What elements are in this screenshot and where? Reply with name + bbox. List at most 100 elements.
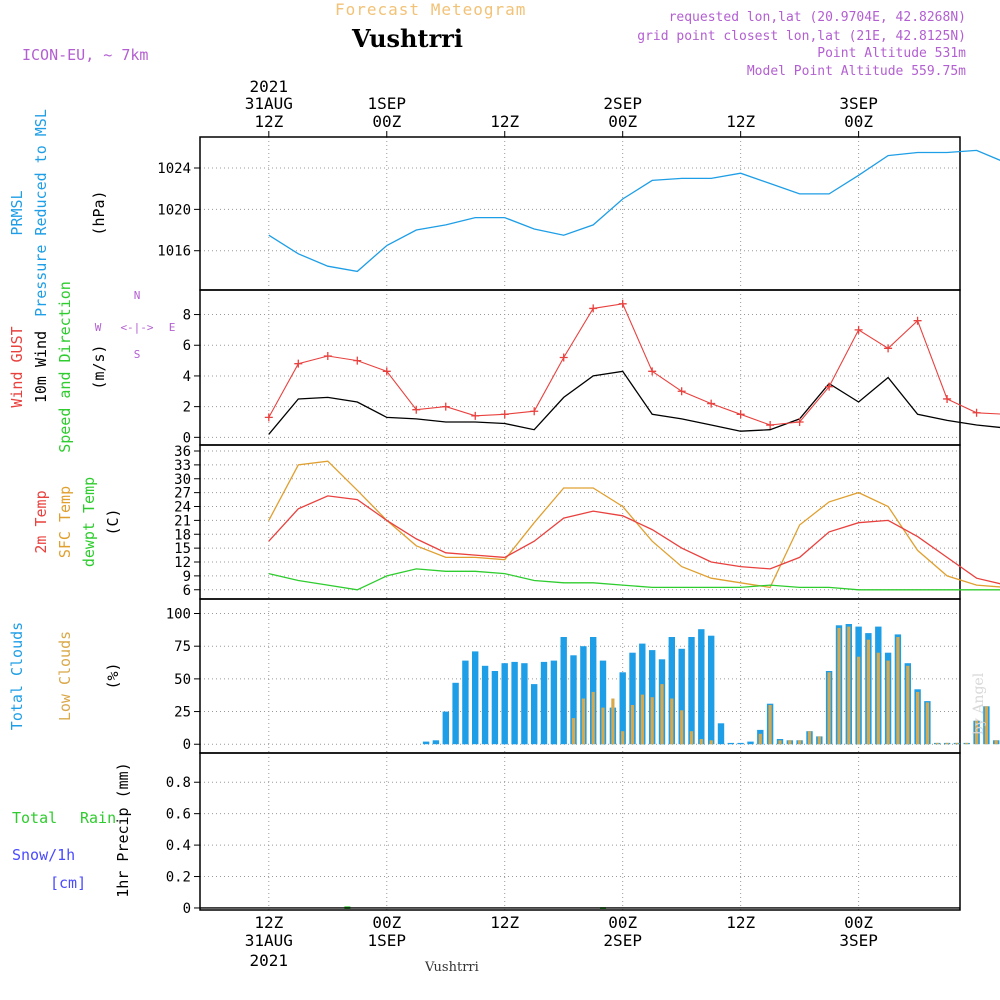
compass-south: S [134, 348, 141, 361]
pressure-label-long: Pressure Reduced to MSL [32, 109, 50, 317]
y-tick-label: 21 [174, 513, 191, 529]
low-cloud-bar [906, 665, 910, 745]
rain-label: Rain [80, 809, 116, 827]
total-cloud-bar [727, 742, 734, 745]
gust-marker [884, 344, 893, 353]
gust-marker [795, 417, 804, 426]
y-tick-label: 0.6 [166, 807, 191, 823]
y-tick-label: 0.2 [166, 870, 191, 886]
low-cloud-bar [689, 731, 694, 745]
y-tick-label: 0 [183, 430, 191, 446]
y-tick-label: 8 [183, 308, 191, 324]
low-cloud-bar [670, 698, 674, 745]
total-cloud-bar [491, 671, 499, 745]
total-clouds-label: Total Clouds [8, 622, 26, 730]
top-hour-label: 00Z [844, 112, 873, 131]
requested-coords: requested lon,lat (20.9704E, 42.8268N) [668, 10, 966, 25]
total-cloud-bar [708, 635, 715, 745]
bottom-hour-label: 12Z [490, 913, 519, 932]
total-cloud-bar [747, 741, 754, 745]
total-cloud-bar [472, 651, 479, 745]
t2m-line [268, 495, 1000, 585]
wind-label: 10m Wind [32, 331, 50, 403]
temp-unit-label: (C) [104, 508, 122, 535]
y-tick-label: 50 [174, 672, 191, 688]
bottom-hour-label: 00Z [608, 913, 637, 932]
y-tick-label: 18 [174, 527, 191, 543]
low-cloud-bar [984, 706, 988, 745]
bottom-date-label: 3SEP [839, 931, 878, 950]
y-tick-label: 25 [174, 705, 191, 721]
total-cloud-bar [481, 665, 489, 745]
y-tick-label: 6 [183, 338, 191, 354]
location-title: Vushtrri [352, 24, 463, 53]
low-cloud-bar [778, 740, 782, 745]
top-hour-label: 12Z [254, 112, 283, 131]
y-tick-label: 30 [174, 472, 191, 488]
total-cloud-bar [501, 663, 508, 745]
sfc-temp-line [268, 460, 1000, 589]
gust-marker [412, 405, 421, 414]
y-tick-label: 2 [183, 400, 191, 416]
low-cloud-bar [611, 698, 615, 745]
wind-speed-line [268, 370, 1000, 435]
panel-frame [199, 136, 961, 291]
y-tick-label: 15 [174, 541, 191, 557]
precip-unit-label: 1hr Precip (mm) [114, 762, 132, 897]
snow-unit-label: [cm] [50, 874, 86, 892]
low-cloud-bar [965, 742, 969, 745]
gust-marker [294, 359, 303, 368]
total-cloud-bar [717, 723, 725, 745]
bottom-hour-label: 00Z [844, 913, 873, 932]
low-cloud-bar [788, 740, 792, 745]
y-tick-label: 0 [183, 737, 191, 753]
gust-marker [677, 387, 686, 396]
top-date-label: 1SEP [368, 94, 407, 113]
total-cloud-bar [531, 684, 538, 745]
total-cloud-bar [649, 650, 656, 745]
top-date-label: 2SEP [603, 94, 642, 113]
gust-marker [825, 382, 834, 391]
low-cloud-bar [847, 626, 851, 745]
y-tick-label: 1016 [157, 244, 191, 260]
clouds-unit-label: (%) [104, 662, 122, 689]
gust-marker [618, 299, 627, 308]
dewpt-line [268, 568, 1000, 591]
y-tick-label: 75 [174, 639, 191, 655]
top-year-label: 2021 [250, 77, 289, 96]
low-cloud-bar [955, 742, 959, 745]
total-cloud-bar [698, 629, 705, 745]
total-cloud-bar [639, 643, 646, 745]
total-cloud-bar [442, 711, 449, 745]
low-cloud-bar [857, 656, 861, 745]
y-tick-label: 33 [174, 458, 191, 474]
low-cloud-bar [935, 742, 939, 745]
low-cloud-bar [601, 707, 605, 745]
low-cloud-bar [768, 705, 772, 745]
total-cloud-bar [452, 682, 459, 745]
compass-arrows: <-|-> [120, 321, 153, 334]
y-tick-label: 0 [183, 901, 191, 917]
low-cloud-bar [916, 691, 920, 745]
top-hour-label: 00Z [608, 112, 637, 131]
gust-marker [500, 410, 509, 419]
total-cloud-bar [570, 655, 577, 745]
low-cloud-bar [925, 702, 929, 745]
total-label: Total [12, 809, 57, 827]
total-cloud-bar [462, 660, 469, 745]
total-cloud-bar [590, 637, 597, 745]
total-cloud-bar [737, 742, 744, 745]
low-cloud-bar [886, 660, 890, 745]
top-hour-label: 12Z [490, 112, 519, 131]
low-cloud-bar [758, 733, 762, 745]
total-cloud-bar [560, 637, 567, 745]
y-tick-label: 0.4 [166, 838, 191, 854]
y-tick-label: 27 [174, 486, 191, 502]
bottom-hour-label: 00Z [372, 913, 401, 932]
gust-marker [854, 325, 863, 334]
y-tick-label: 9 [183, 569, 191, 585]
grid-point-coords: grid point closest lon,lat (21E, 42.8125… [637, 29, 966, 44]
top-hour-label: 12Z [726, 112, 755, 131]
